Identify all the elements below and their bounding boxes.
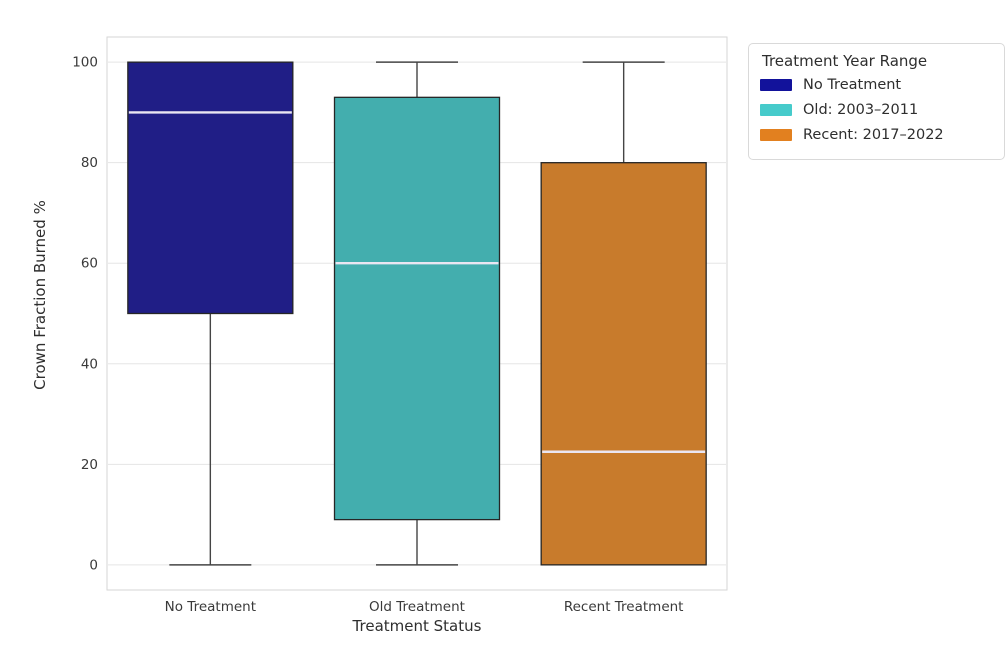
box (540, 162, 707, 566)
box (127, 61, 294, 315)
y-axis-label: Crown Fraction Burned % (31, 200, 49, 390)
box (333, 96, 501, 521)
legend-swatch (760, 79, 792, 91)
legend-swatch (760, 104, 792, 116)
y-tick-label: 20 (81, 457, 98, 473)
y-tick-label: 100 (72, 55, 98, 71)
y-tick-label: 80 (81, 155, 98, 171)
legend-title: Treatment Year Range (762, 52, 928, 70)
y-tick-label: 60 (81, 256, 98, 272)
legend-label: Old: 2003–2011 (803, 102, 919, 118)
y-tick-label: 40 (81, 356, 98, 372)
legend-item: No Treatment (760, 75, 992, 95)
legend-swatch (760, 129, 792, 141)
x-tick-label: No Treatment (165, 599, 256, 615)
legend: Treatment Year Range No Treatment Old: 20… (748, 43, 1005, 160)
legend-label: No Treatment (803, 77, 902, 93)
legend-label: Recent: 2017–2022 (803, 127, 944, 143)
plot-border (106, 36, 728, 591)
x-tick-label: Old Treatment (369, 599, 465, 615)
legend-item: Old: 2003–2011 (760, 100, 992, 120)
legend-items: No Treatment Old: 2003–2011 Recent: 2017–2… (760, 75, 992, 145)
y-tick-label: 0 (89, 557, 98, 573)
x-tick-label: Recent Treatment (564, 599, 684, 615)
legend-item: Recent: 2017–2022 (760, 125, 992, 145)
x-axis-label: Treatment Status (352, 617, 482, 635)
